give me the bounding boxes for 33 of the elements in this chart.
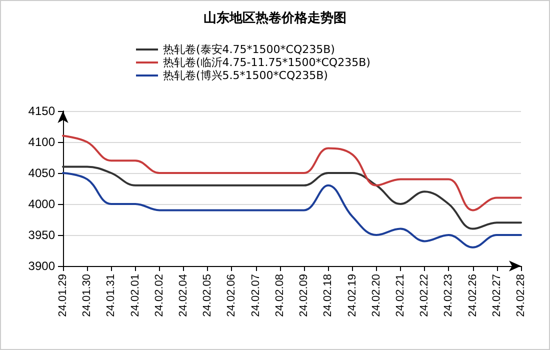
x-tick-label: 24.01.31 xyxy=(105,274,118,317)
x-tick-label: 24.02.08 xyxy=(274,274,286,317)
y-tick-label: 4000 xyxy=(28,197,56,211)
x-tick-label: 24.02.28 xyxy=(515,274,527,317)
y-tick-label: 3950 xyxy=(28,228,56,242)
x-tick-label: 24.02.20 xyxy=(370,274,382,317)
line-series xyxy=(62,134,522,212)
x-tick-label: 24.02.06 xyxy=(226,274,238,317)
legend-label: 热轧卷(临沂4.75-11.75*1500*CQ235B) xyxy=(163,56,370,69)
x-tick-label: 24.02.04 xyxy=(178,274,190,317)
legend-label: 热轧卷(博兴5.5*1500*CQ235B) xyxy=(163,69,328,82)
y-tick-label: 4150 xyxy=(28,104,56,118)
x-tick-label: 24.02.07 xyxy=(250,274,262,317)
x-tick-label: 24.02.09 xyxy=(298,274,310,317)
y-tick-label: 4100 xyxy=(28,135,56,149)
line-series xyxy=(62,172,522,248)
x-tick-label: 24.02.05 xyxy=(202,274,214,317)
x-tick-label: 24.02.02 xyxy=(153,274,166,317)
x-tick-label: 24.01.30 xyxy=(81,274,94,317)
x-tick-label: 24.02.21 xyxy=(394,274,406,317)
line-series xyxy=(62,166,522,230)
x-tick-label: 24.02.19 xyxy=(346,274,358,317)
x-tick-label: 24.02.18 xyxy=(322,274,334,317)
y-tick-label: 3900 xyxy=(28,259,56,273)
x-tick-label: 24.02.27 xyxy=(490,274,503,317)
x-tick-label: 24.02.01 xyxy=(129,274,142,317)
x-tick-label: 24.02.26 xyxy=(466,274,479,317)
legend-label: 热轧卷(泰安4.75*1500*CQ235B) xyxy=(163,43,335,56)
chart-title: 山东地区热卷价格走势图 xyxy=(204,10,346,26)
x-tick-label: 24.02.22 xyxy=(418,274,431,317)
y-tick-label: 4050 xyxy=(28,166,56,180)
x-tick-label: 24.02.23 xyxy=(442,274,455,317)
x-tick-label: 24.01.29 xyxy=(57,274,69,317)
